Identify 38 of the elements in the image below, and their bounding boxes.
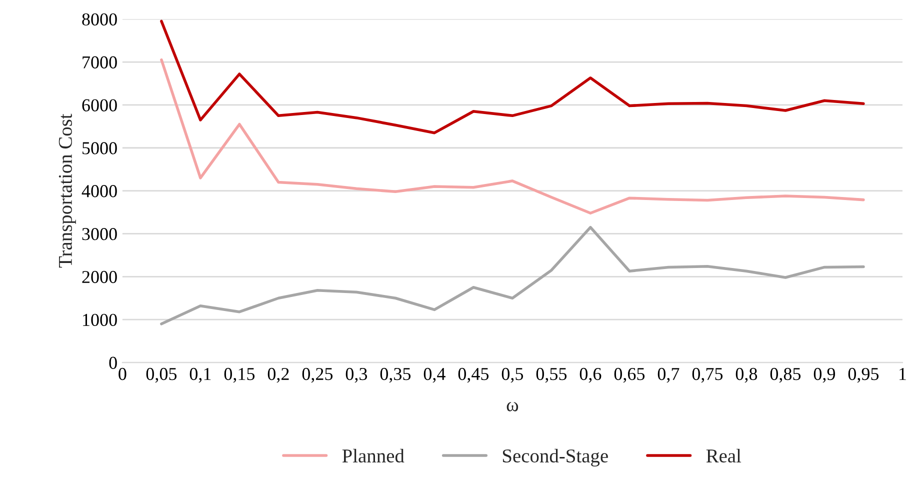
y-tick-label: 0 xyxy=(109,356,117,369)
x-tick-label: 0,5 xyxy=(502,368,524,383)
legend-label: Planned xyxy=(342,448,404,463)
y-tick-label: 3000 xyxy=(82,228,117,240)
x-tick-label: 0 xyxy=(118,368,126,380)
x-tick-label: 0,4 xyxy=(424,368,446,383)
x-tick-label: 0,1 xyxy=(190,368,211,383)
y-tick-label: 1000 xyxy=(83,314,117,326)
x-tick-label: 0,15 xyxy=(224,368,255,383)
x-tick-label: 0,2 xyxy=(268,368,289,383)
line-series xyxy=(160,226,865,326)
x-tick-label: 0,85 xyxy=(770,368,801,383)
x-tick-label: 0,75 xyxy=(692,368,723,383)
line-series xyxy=(160,20,865,134)
x-tick-label: 0,8 xyxy=(736,368,758,383)
x-tick-label: 0,55 xyxy=(536,368,567,383)
y-tick-label: 4000 xyxy=(82,185,117,198)
y-axis-title: Transportation Cost xyxy=(58,114,76,268)
y-tick-label: 5000 xyxy=(82,142,117,154)
x-tick-label: 0,3 xyxy=(346,368,368,383)
y-tick-label: 2000 xyxy=(82,270,117,284)
legend-label: Second-Stage xyxy=(502,448,608,467)
y-tick-label: 8000 xyxy=(82,13,117,26)
x-tick-label: 0,6 xyxy=(580,368,602,383)
x-tick-label: 0,25 xyxy=(302,368,333,383)
x-tick-label: 0,45 xyxy=(458,368,489,383)
legend-label: Real xyxy=(706,448,742,463)
x-tick-label: 0,35 xyxy=(380,368,411,383)
x-tick-label: 0,65 xyxy=(614,368,645,383)
x-tick-label: 0,7 xyxy=(658,368,680,383)
y-tick-label: 7000 xyxy=(82,56,117,68)
x-tick-label: 1 xyxy=(900,368,906,380)
line-series xyxy=(160,58,865,215)
x-tick-label: 0,9 xyxy=(814,368,836,383)
x-tick-label: 0,05 xyxy=(146,368,177,383)
y-tick-label: 6000 xyxy=(82,99,117,112)
x-axis-title: ω xyxy=(506,402,518,412)
x-tick-label: 0,95 xyxy=(848,368,879,383)
